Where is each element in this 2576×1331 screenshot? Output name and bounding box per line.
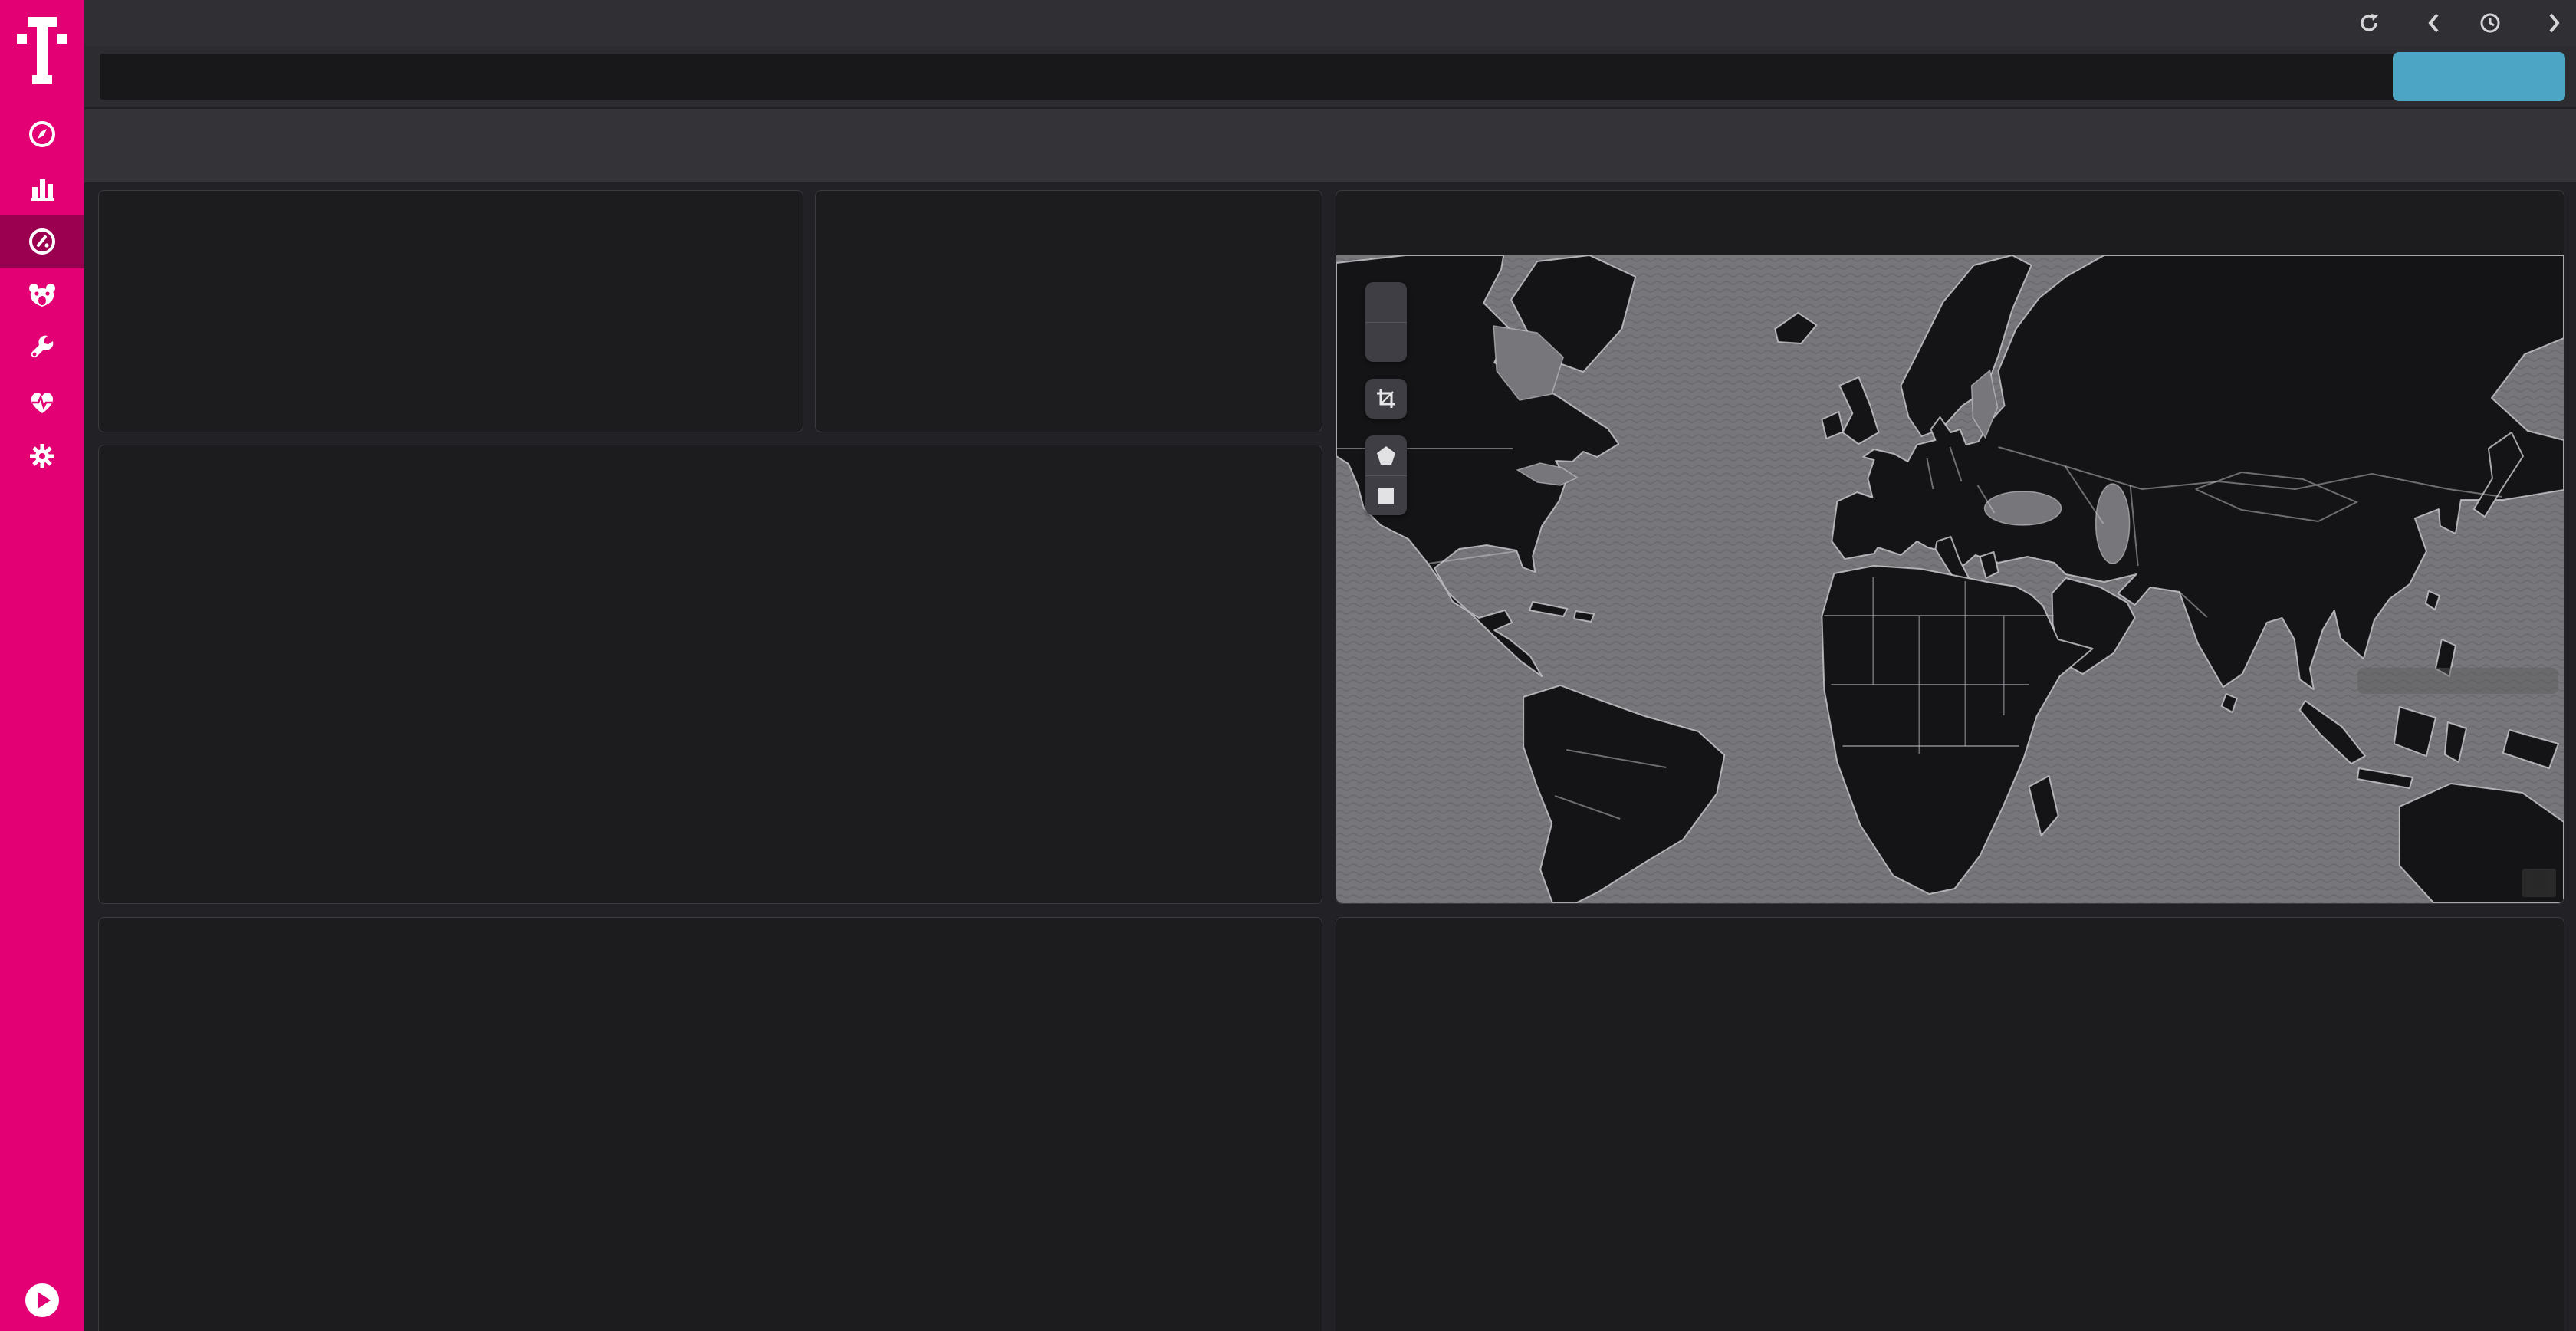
refresh-cycle-icon: [2358, 12, 2380, 34]
attacks-histogram-chart: [99, 445, 1322, 903]
sidebar: [0, 0, 84, 1331]
map-attribution: [2522, 869, 2556, 897]
square-icon: [1375, 485, 1397, 507]
heartbeat-icon: [28, 388, 57, 417]
add-filter-button[interactable]: [101, 133, 107, 159]
panel-country-histogram: [1336, 917, 2564, 1331]
sidebar-collapse-button[interactable]: [25, 1283, 59, 1317]
panel-attacks-metric: [815, 190, 1322, 432]
search-input[interactable]: [132, 64, 2447, 90]
country-histogram-chart: [1336, 918, 2564, 1331]
osm-link[interactable]: [2530, 870, 2539, 895]
bar-chart-icon: [28, 173, 57, 202]
bear-face-icon: [28, 281, 57, 310]
sidebar-item-tpot[interactable]: [0, 268, 84, 322]
search-bar: [100, 54, 2469, 100]
map-controls: [1365, 282, 1407, 532]
map-draw-polygon-button[interactable]: [1365, 435, 1407, 475]
search-row: [84, 46, 2576, 107]
sidebar-item-monitoring[interactable]: [0, 376, 84, 429]
time-range-button[interactable]: [2479, 12, 2509, 34]
time-forward-button[interactable]: [2548, 13, 2561, 33]
map-zoom-out-button[interactable]: [1365, 322, 1407, 362]
sidebar-item-discover[interactable]: [0, 107, 84, 161]
sidebar-item-dashboard[interactable]: [0, 215, 84, 268]
compass-icon: [28, 120, 57, 149]
filter-bar: [84, 109, 2576, 182]
chevron-right-icon: [2548, 13, 2561, 33]
map-count-legend: [2358, 668, 2558, 694]
map-draw-rectangle-button[interactable]: [1365, 475, 1407, 515]
time-back-button[interactable]: [2427, 13, 2440, 33]
crop-icon: [1375, 388, 1397, 409]
map-zoom-in-button[interactable]: [1365, 282, 1407, 322]
gauge-icon: [28, 227, 57, 256]
topnav-actions: [2199, 12, 2561, 34]
wrench-icon: [28, 334, 57, 363]
pentagon-icon: [1375, 445, 1397, 466]
map-fit-bounds-button[interactable]: [1365, 379, 1407, 419]
sidebar-item-devtools[interactable]: [0, 322, 84, 376]
panel-protocols-histogram: [98, 917, 1322, 1331]
gear-icon: [28, 442, 57, 471]
panel-attacks-histogram: [98, 445, 1322, 904]
breadcrumb: [101, 10, 117, 36]
clock-icon: [2479, 12, 2501, 34]
top-navbar: [84, 0, 2576, 46]
main-content: [84, 0, 2576, 1331]
metric-group: [816, 237, 1322, 432]
refresh-button[interactable]: [2393, 52, 2565, 101]
auto-refresh-button[interactable]: [2358, 12, 2387, 34]
dashboard-root: [0, 0, 2576, 1331]
sidebar-nav: [0, 107, 84, 483]
play-icon: [38, 1292, 51, 1309]
panel-attacks-bar: [98, 190, 803, 432]
chevron-left-icon: [2427, 13, 2440, 33]
attacks-bar-chart: [99, 191, 803, 432]
world-map[interactable]: [1336, 255, 2564, 903]
sidebar-item-management[interactable]: [0, 429, 84, 483]
ems-link[interactable]: [2539, 870, 2548, 895]
sidebar-item-visualize[interactable]: [0, 161, 84, 215]
telekom-logo[interactable]: [17, 17, 67, 84]
panel-attack-map: [1336, 190, 2564, 904]
protocols-histogram-chart: [99, 918, 1322, 1331]
